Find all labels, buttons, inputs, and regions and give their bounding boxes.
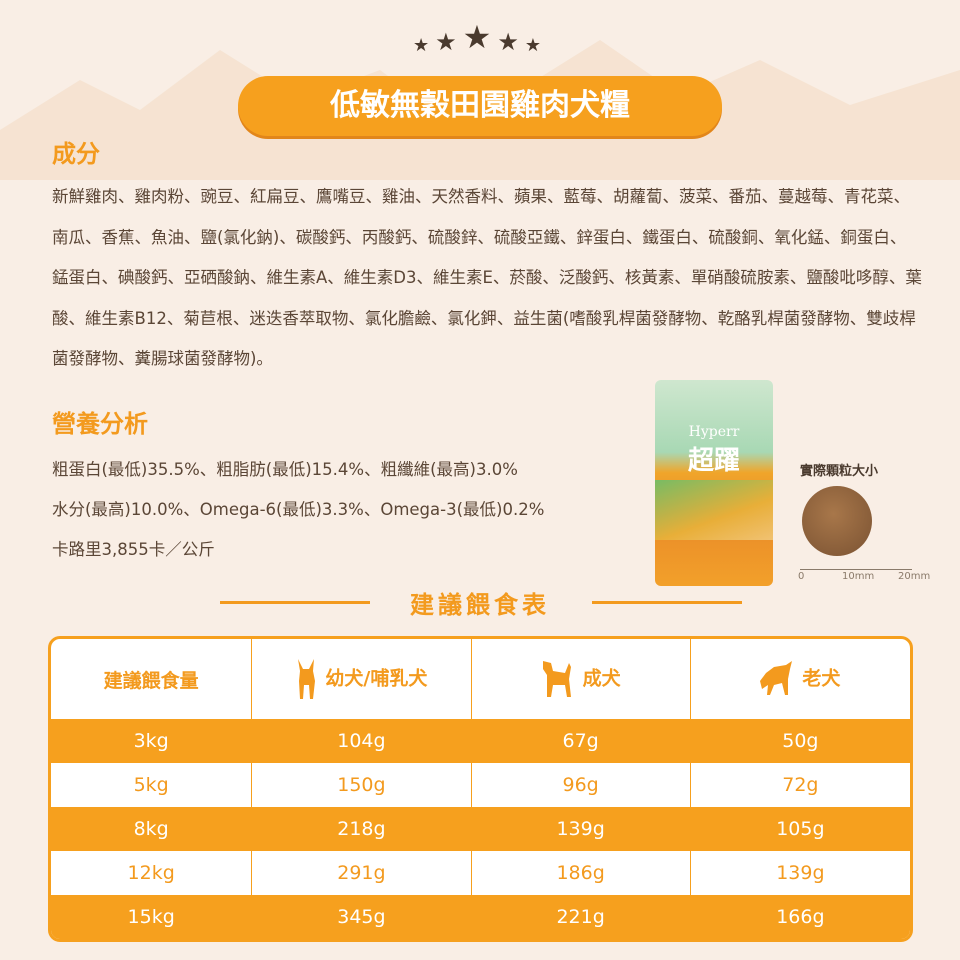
ruler-label: 10mm xyxy=(842,571,875,582)
product-package-image: Hyperr 超躍 xyxy=(655,380,773,586)
package-brand: Hyperr xyxy=(688,424,740,440)
cell: 3kg xyxy=(51,719,253,763)
table-row: 12kg 291g 186g 139g xyxy=(51,851,910,895)
nutrition-line: 卡路里3,855卡／公斤 xyxy=(52,540,215,559)
header-label: 老犬 xyxy=(802,667,841,690)
ruler xyxy=(800,560,912,570)
cell: 186g xyxy=(471,851,691,895)
kibble-size-label: 實際顆粒大小 xyxy=(800,464,879,479)
product-title: 低敏無穀田園雞肉犬糧 xyxy=(238,76,722,136)
cell: 15kg xyxy=(51,895,253,939)
cell: 105g xyxy=(690,807,910,851)
cell: 67g xyxy=(471,719,691,763)
header-senior: 老犬 xyxy=(691,639,910,719)
cell: 50g xyxy=(690,719,910,763)
cell: 5kg xyxy=(51,763,253,807)
cell: 8kg xyxy=(51,807,253,851)
adult-dog-icon xyxy=(542,661,571,697)
header-amount: 建議餵食量 xyxy=(51,639,253,719)
table-row: 15kg 345g 221g 166g xyxy=(51,895,910,939)
feeding-table: 建議餵食量 幼犬/哺乳犬 成犬 老犬 3kg 104g 67g 50g 5kg 150g… xyxy=(48,636,913,942)
kibble-image xyxy=(802,486,872,556)
senior-dog-icon xyxy=(760,661,793,695)
cell: 345g xyxy=(252,895,472,939)
cell: 104g xyxy=(252,719,472,763)
nutrition-line: 水分(最高)10.0%、Omega-6(最低)3.3%、Omega-3(最低)0… xyxy=(52,500,545,519)
feeding-table-title: 建議餵食表 xyxy=(410,591,550,619)
puppy-icon xyxy=(298,659,316,699)
cell: 139g xyxy=(690,851,910,895)
nutrition-heading: 營養分析 xyxy=(52,410,148,438)
package-name: 超躍 xyxy=(687,446,740,476)
cell: 72g xyxy=(690,763,910,807)
cell: 139g xyxy=(471,807,691,851)
cell: 96g xyxy=(471,763,691,807)
header-label: 成犬 xyxy=(582,667,621,690)
nutrition-line: 粗蛋白(最低)35.5%、粗脂肪(最低)15.4%、粗纖維(最高)3.0% xyxy=(52,460,518,479)
header-puppy: 幼犬/哺乳犬 xyxy=(252,639,472,719)
table-row: 3kg 104g 67g 50g xyxy=(51,719,910,763)
cell: 166g xyxy=(690,895,910,939)
header-adult: 成犬 xyxy=(472,639,691,719)
divider xyxy=(592,601,742,604)
ruler-label: 0 xyxy=(798,571,805,582)
cell: 218g xyxy=(252,807,472,851)
cell: 221g xyxy=(471,895,691,939)
cell: 150g xyxy=(252,763,472,807)
divider xyxy=(220,601,370,604)
header-label: 幼犬/哺乳犬 xyxy=(325,667,428,690)
ingredients-heading: 成分 xyxy=(52,140,100,168)
stars-decoration: ★★★★★ xyxy=(413,18,547,56)
ingredients-text: 新鮮雞肉、雞肉粉、豌豆、紅扁豆、鷹嘴豆、雞油、天然香料、蘋果、藍莓、胡蘿蔔、菠菜… xyxy=(52,187,922,368)
cell: 12kg xyxy=(51,851,253,895)
ruler-label: 20mm xyxy=(898,571,931,582)
cell: 291g xyxy=(252,851,472,895)
table-header-row: 建議餵食量 幼犬/哺乳犬 成犬 老犬 xyxy=(51,639,910,719)
nutrition-list: 粗蛋白(最低)35.5%、粗脂肪(最低)15.4%、粗纖維(最高)3.0% 水分… xyxy=(52,450,544,570)
package-illustration xyxy=(655,480,773,540)
table-row: 5kg 150g 96g 72g xyxy=(51,763,910,807)
table-row: 8kg 218g 139g 105g xyxy=(51,807,910,851)
